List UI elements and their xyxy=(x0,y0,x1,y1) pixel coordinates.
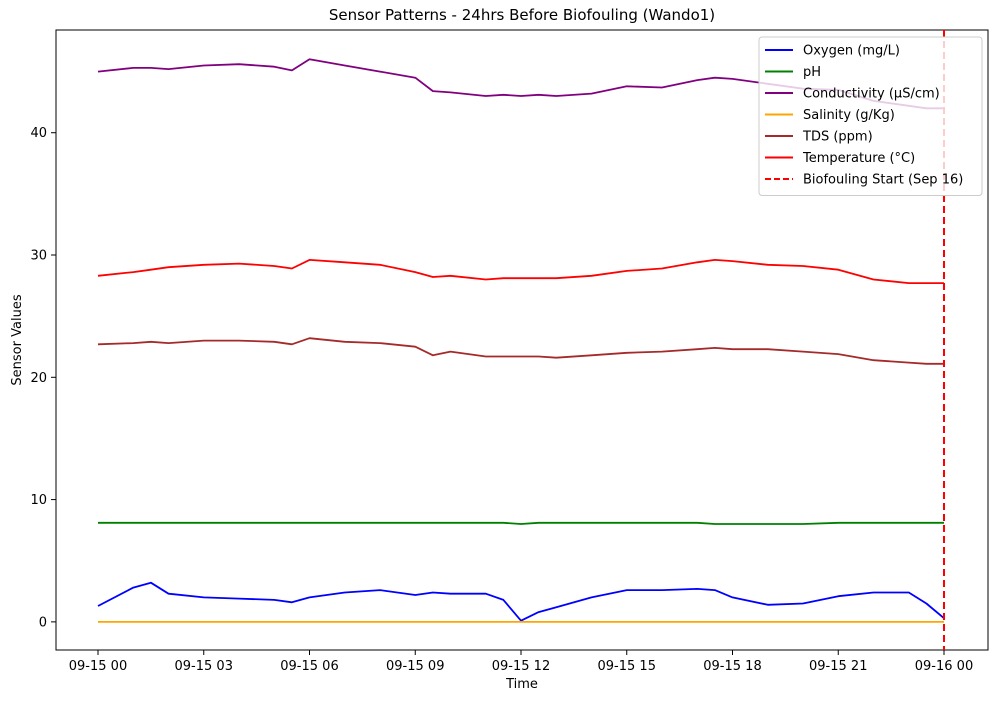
x-tick-label: 09-15 06 xyxy=(280,659,338,674)
x-tick-label: 09-15 09 xyxy=(386,659,444,674)
x-tick-label: 09-15 21 xyxy=(809,659,867,674)
chart-title: Sensor Patterns - 24hrs Before Biofoulin… xyxy=(329,6,715,24)
x-tick-label: 09-15 18 xyxy=(703,659,761,674)
series-line-ph xyxy=(98,521,944,525)
legend: Oxygen (mg/L) pH Conductivity (µS/cm) Salin… xyxy=(758,36,983,196)
legend-label: Salinity (g/Kg) xyxy=(803,108,895,123)
x-tick-label: 09-15 12 xyxy=(492,659,550,674)
legend-label: TDS (ppm) xyxy=(802,130,873,145)
y-tick-label: 20 xyxy=(30,371,47,386)
x-tick-label: 09-16 00 xyxy=(915,659,973,674)
x-tick-label: 09-15 00 xyxy=(69,659,127,674)
series-line-tds-ppm xyxy=(97,337,944,365)
legend-label: pH xyxy=(803,65,821,80)
x-axis-label: Time xyxy=(505,677,538,692)
y-tick-label: 0 xyxy=(39,615,47,630)
x-axis: 09-15 00 09-15 03 09-15 06 09-15 09 09-15 12… xyxy=(69,650,973,674)
series-line-temperature-c xyxy=(97,258,944,285)
legend-label: Oxygen (mg/L) xyxy=(803,44,900,59)
y-tick-label: 40 xyxy=(30,126,47,141)
legend-label: Conductivity (µS/cm) xyxy=(803,87,940,102)
series-line-oxygen-mg-l xyxy=(97,581,945,622)
y-axis-label: Sensor Values xyxy=(10,294,25,385)
y-tick-label: 30 xyxy=(30,249,47,264)
y-axis: 0 10 20 30 40 xyxy=(30,126,56,630)
x-tick-label: 09-15 15 xyxy=(598,659,656,674)
x-tick-label: 09-15 03 xyxy=(175,659,233,674)
legend-label: Biofouling Start (Sep 16) xyxy=(803,173,963,188)
legend-box xyxy=(758,36,983,196)
y-tick-label: 10 xyxy=(30,493,47,508)
legend-label: Temperature (°C) xyxy=(802,151,915,166)
